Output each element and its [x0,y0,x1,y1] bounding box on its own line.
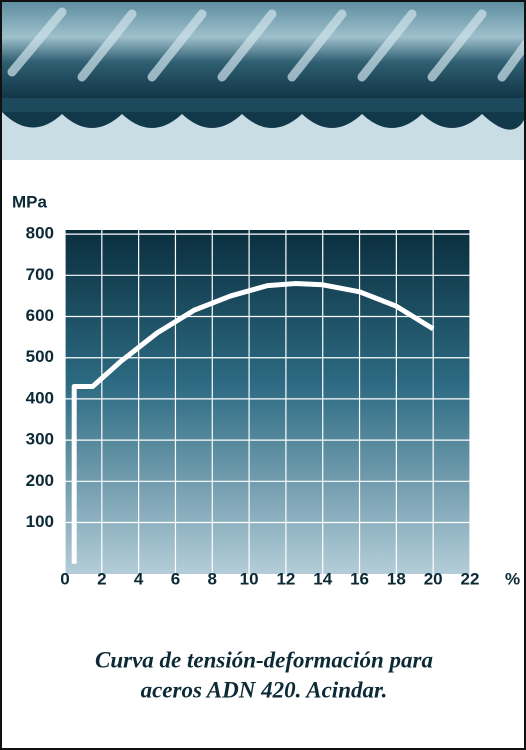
y-tick-label: 600 [26,306,54,325]
x-tick-label: 8 [208,569,217,588]
x-tick-label: 4 [134,569,144,588]
x-tick-label: 6 [171,569,180,588]
y-tick-label: 500 [26,347,54,366]
y-tick-label: 100 [26,512,54,531]
x-tick-label: 2 [97,569,106,588]
x-tick-label: 20 [424,569,443,588]
caption-line: aceros ADN 420. Acindar. [141,677,388,702]
x-tick-label: 22 [461,569,480,588]
x-tick-label: 10 [240,569,259,588]
y-axis-label: MPa [12,192,48,211]
chart: MPa % 100 200 300 400 500 600 700 800 0 2 4 6 8 10 12 1… [2,2,524,748]
y-tick-label: 800 [26,224,54,243]
x-tick-label: 16 [350,569,369,588]
y-tick-label: 400 [26,388,54,407]
rebar-image [2,2,524,160]
page: MPa % 100 200 300 400 500 600 700 800 0 2 4 6 8 10 12 1… [0,0,526,750]
caption-line: Curva de tensión-deformación para [95,647,433,672]
x-axis-label: % [505,569,520,588]
y-tick-label: 700 [26,265,54,284]
x-tick-label: 14 [313,569,332,588]
x-tick-label: 18 [387,569,406,588]
y-tick-label: 300 [26,430,54,449]
x-tick-label: 12 [276,569,295,588]
x-tick-label: 0 [60,569,69,588]
y-tick-label: 200 [26,471,54,490]
